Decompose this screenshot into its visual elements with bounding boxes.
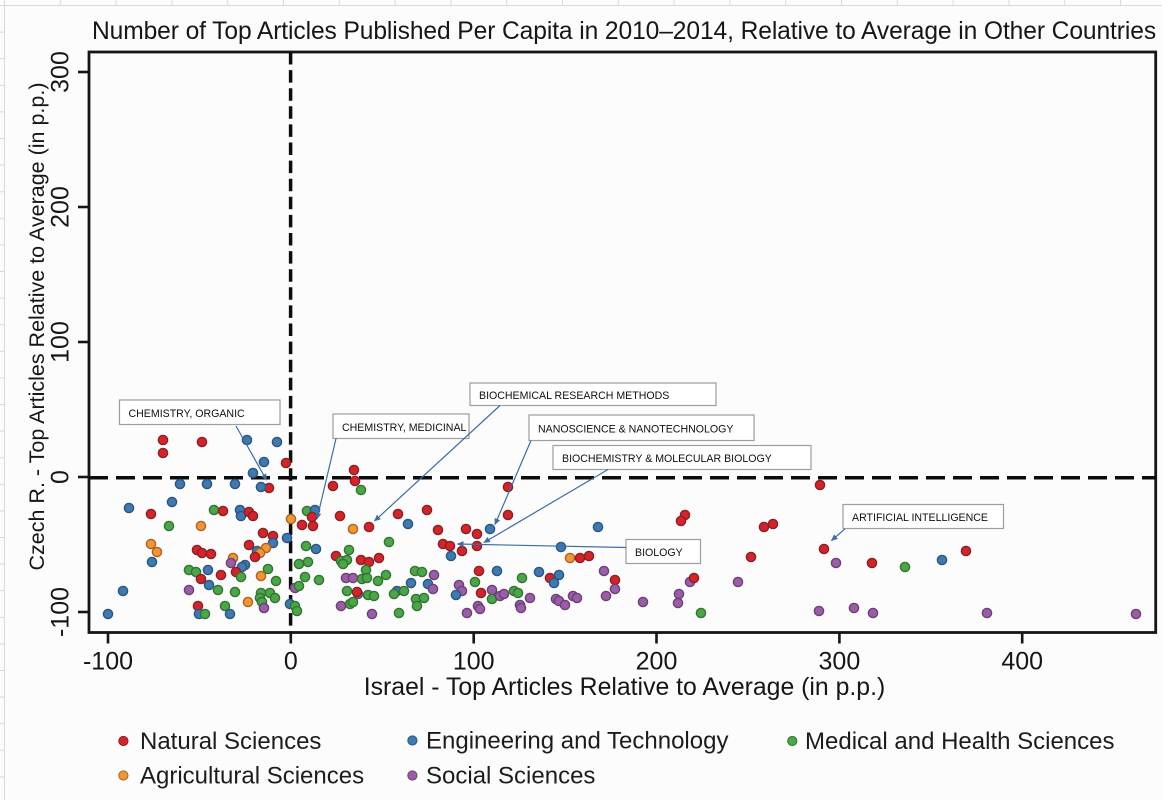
svg-text:-100: -100 xyxy=(47,587,75,637)
svg-text:100: 100 xyxy=(47,321,75,363)
svg-text:0: 0 xyxy=(284,648,298,676)
svg-text:400: 400 xyxy=(1001,648,1043,676)
svg-text:0: 0 xyxy=(47,470,75,484)
svg-text:ARTIFICIAL INTELLIGENCE: ARTIFICIAL INTELLIGENCE xyxy=(852,512,988,524)
svg-text:BIOCHEMISTRY & MOLECULAR BIOLO: BIOCHEMISTRY & MOLECULAR BIOLOGY xyxy=(562,453,772,465)
svg-text:200: 200 xyxy=(636,648,678,676)
svg-text:CHEMISTRY, MEDICINAL: CHEMISTRY, MEDICINAL xyxy=(342,422,467,434)
svg-text:Medical and Health Sciences: Medical and Health Sciences xyxy=(805,728,1115,755)
svg-text:200: 200 xyxy=(47,186,75,228)
svg-text:BIOLOGY: BIOLOGY xyxy=(635,547,683,559)
svg-text:Number of Top Articles Publish: Number of Top Articles Published Per Cap… xyxy=(92,18,1156,45)
svg-text:Agricultural Sciences: Agricultural Sciences xyxy=(140,763,364,790)
svg-text:Czech R. - Top Articles Relati: Czech R. - Top Articles Relative to Aver… xyxy=(25,83,49,571)
svg-text:-100: -100 xyxy=(83,648,133,676)
svg-text:300: 300 xyxy=(47,51,75,93)
svg-text:100: 100 xyxy=(453,648,495,676)
svg-text:Israel - Top Articles Relative: Israel - Top Articles Relative to Averag… xyxy=(364,674,885,701)
svg-text:300: 300 xyxy=(819,648,861,676)
svg-text:Engineering and Technology: Engineering and Technology xyxy=(426,728,728,755)
svg-text:Social Sciences: Social Sciences xyxy=(426,763,595,790)
svg-text:BIOCHEMICAL RESEARCH METHODS: BIOCHEMICAL RESEARCH METHODS xyxy=(479,390,669,402)
svg-text:Natural Sciences: Natural Sciences xyxy=(140,728,321,755)
svg-text:NANOSCIENCE & NANOTECHNOLOGY: NANOSCIENCE & NANOTECHNOLOGY xyxy=(538,423,733,435)
svg-text:CHEMISTRY, ORGANIC: CHEMISTRY, ORGANIC xyxy=(129,408,246,420)
